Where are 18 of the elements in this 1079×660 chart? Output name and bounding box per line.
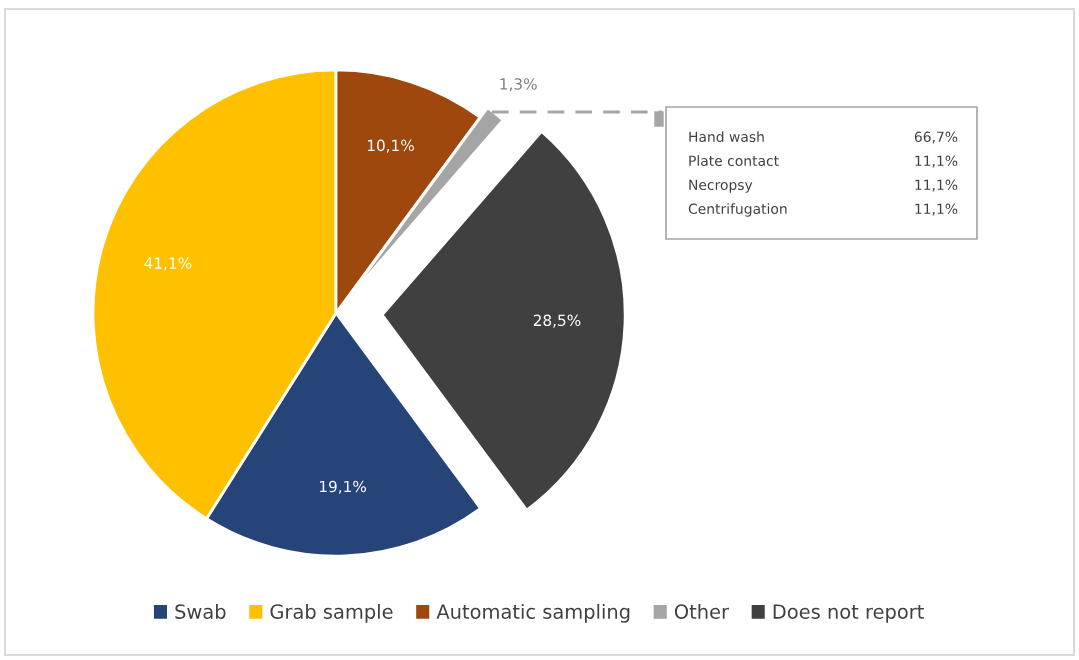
data-label: 28,5% [533,314,581,328]
data-label: 10,1% [367,139,414,153]
text: Centrifugation [688,203,787,217]
text: 11,1% [915,179,958,192]
data-label: 1,3% [500,78,537,92]
text: 11,1% [915,155,958,168]
text: 11,1% [915,203,958,216]
legend-label: Automatic sampling [436,603,630,623]
text: Necropsy [689,179,753,193]
data-label: 41,1% [144,257,192,271]
data-label: 19,1% [320,480,367,494]
text: Plate contact [689,155,779,167]
text: Hand wash [689,131,764,143]
legend-label: Does not report [773,604,924,623]
legend-label: Grab sample [270,603,393,623]
text: 66,7% [914,131,958,144]
legend-label: Swab [175,603,226,619]
legend-label: Other [674,603,730,619]
